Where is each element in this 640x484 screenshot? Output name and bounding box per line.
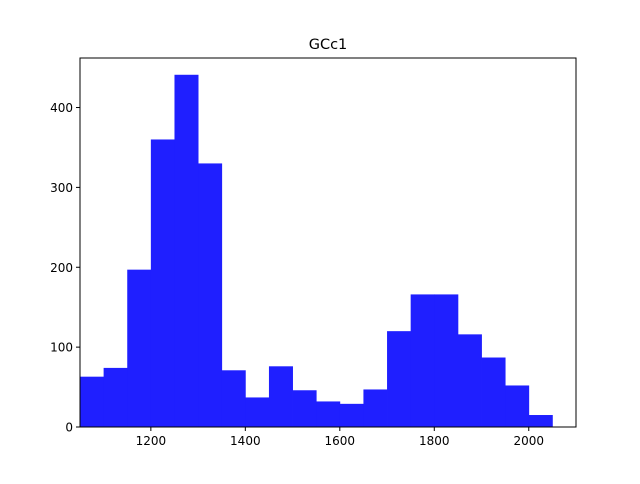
x-tick-label: 2000 <box>513 434 544 448</box>
y-tick-label: 200 <box>50 261 73 275</box>
y-tick-label: 400 <box>50 101 73 115</box>
y-axis: 0 100 200 300 400 <box>50 101 80 435</box>
histogram-bar <box>80 376 105 427</box>
histogram-bar <box>457 334 482 427</box>
bars-group <box>80 74 553 427</box>
x-axis: 1200 1400 1600 1800 2000 <box>136 427 544 448</box>
histogram-bar <box>103 367 128 427</box>
y-tick-label: 300 <box>50 181 73 195</box>
x-tick-label: 1400 <box>230 434 261 448</box>
histogram-bar <box>245 397 270 427</box>
histogram-bar <box>221 370 246 427</box>
histogram-bar <box>363 389 388 427</box>
histogram-bar <box>198 163 223 427</box>
x-tick-label: 1800 <box>419 434 450 448</box>
histogram-bar <box>268 366 293 427</box>
chart-title: GCc1 <box>309 37 348 53</box>
histogram-bar <box>434 294 459 427</box>
histogram-bar <box>150 139 175 427</box>
histogram-bar <box>127 269 152 427</box>
histogram-bar <box>174 74 199 427</box>
y-tick-label: 100 <box>50 341 73 355</box>
histogram-bar <box>292 390 317 427</box>
x-tick-label: 1200 <box>136 434 167 448</box>
histogram-bar <box>339 403 364 427</box>
histogram-bar <box>387 331 412 427</box>
histogram-bar <box>481 357 506 427</box>
plot-frame <box>79 57 577 428</box>
y-tick-label: 0 <box>65 421 73 435</box>
x-tick-label: 1600 <box>325 434 356 448</box>
histogram-bar <box>410 294 435 427</box>
histogram-bar <box>505 385 530 427</box>
histogram-bar <box>316 401 341 427</box>
histogram-bar <box>528 415 553 427</box>
